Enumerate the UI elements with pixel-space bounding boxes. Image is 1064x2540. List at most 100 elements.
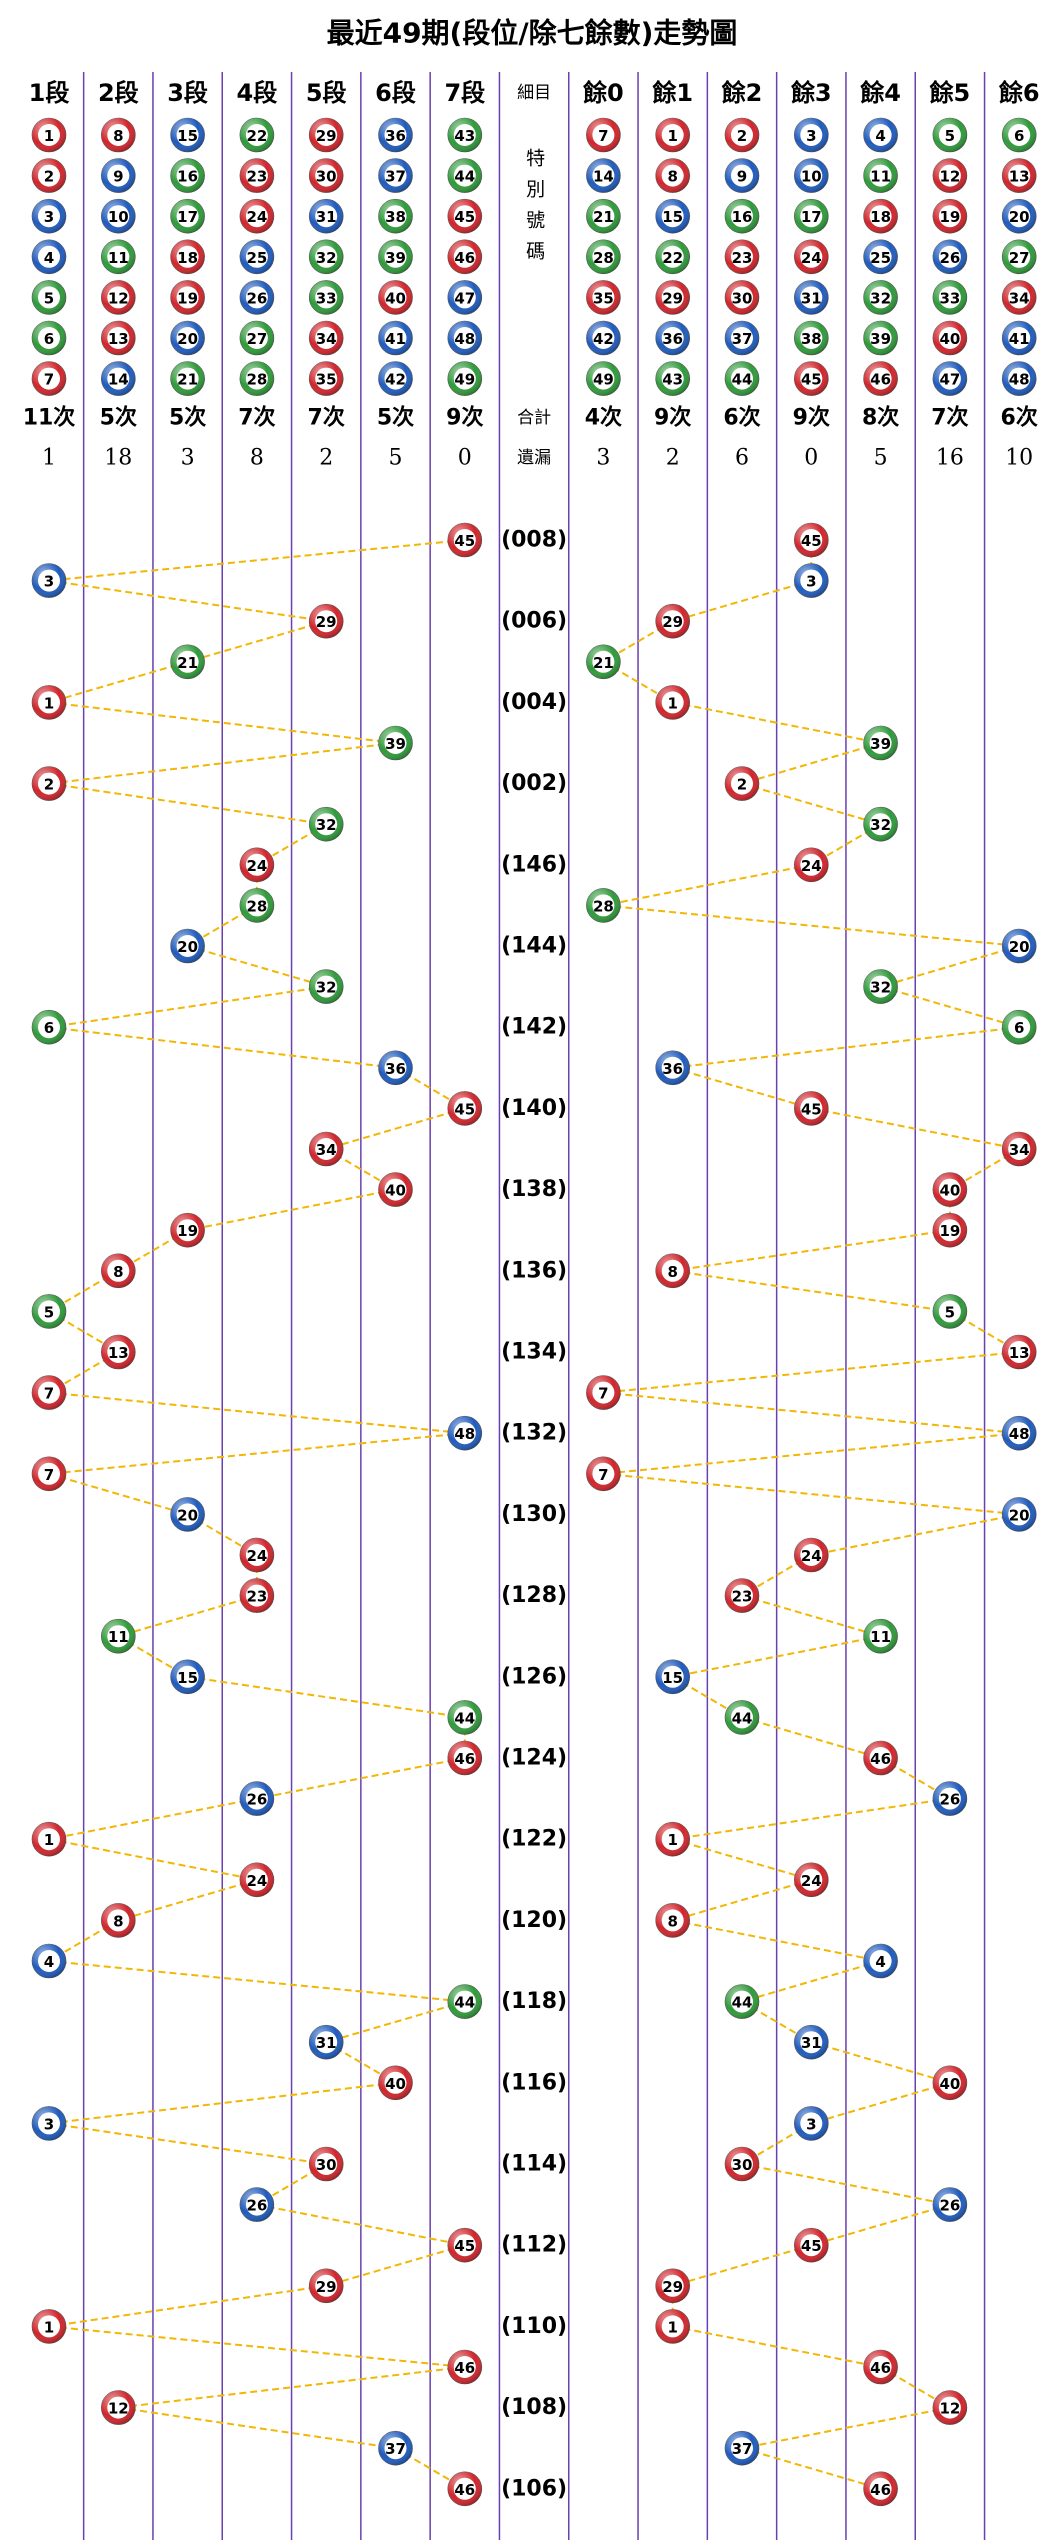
ball-number: 21 (177, 371, 198, 389)
ball: 24 (239, 847, 275, 883)
count-label: 合計 (517, 408, 551, 428)
ball: 29 (655, 2268, 691, 2304)
period-label: (144) (501, 934, 567, 959)
ball: 37 (724, 2430, 760, 2466)
ball-center (731, 772, 753, 795)
ball-number: 45 (454, 208, 475, 226)
ball: 35 (308, 361, 344, 396)
ball-number: 42 (593, 330, 614, 348)
trend-line (48, 1472, 188, 1516)
ball-number: 37 (732, 330, 753, 348)
ball: 6 (1001, 117, 1037, 153)
ball-number: 2 (737, 776, 747, 794)
ball-center (315, 124, 338, 146)
ball-center (661, 610, 684, 633)
ball-center (245, 1584, 268, 1607)
ball-center (800, 164, 823, 187)
ball-center (1008, 124, 1031, 146)
ball: 22 (655, 239, 691, 275)
ball-center (661, 1259, 684, 1282)
ball-number: 7 (598, 127, 608, 145)
period-label: (132) (501, 1421, 567, 1446)
hit-count: 6次 (723, 405, 760, 431)
trend-line (48, 2284, 327, 2328)
ball-number: 22 (246, 127, 267, 145)
ball-number: 1 (667, 694, 677, 712)
ball-center (661, 2315, 684, 2338)
ball-number: 5 (945, 127, 955, 145)
ball-center (453, 529, 476, 551)
trend-line (672, 1919, 881, 1962)
ball-center (176, 327, 199, 349)
ball-number: 43 (662, 371, 683, 389)
ball-center (800, 2112, 823, 2135)
ball: 41 (378, 320, 413, 356)
ball: 1 (31, 2309, 67, 2344)
ball: 9 (101, 158, 136, 193)
ball: 20 (170, 1497, 205, 1532)
ball: 24 (239, 198, 275, 234)
ball-number: 17 (801, 208, 822, 226)
ball-center (107, 2396, 130, 2419)
ball: 3 (793, 563, 829, 598)
column-header: 4段 (237, 79, 278, 107)
ball: 48 (447, 1415, 483, 1451)
ball-center (315, 205, 338, 228)
ball: 13 (101, 320, 136, 356)
ball-center (453, 327, 476, 349)
ball-center (245, 245, 268, 268)
ball-number: 46 (870, 371, 891, 389)
trend-line (118, 2366, 465, 2409)
ball-number: 26 (939, 249, 960, 267)
ball-number: 24 (246, 1547, 267, 1565)
ball: 7 (586, 117, 621, 153)
ball: 24 (793, 847, 829, 883)
period-label: (116) (501, 2070, 567, 2095)
hit-count: 7次 (238, 405, 275, 431)
ball: 36 (378, 1050, 413, 1086)
ball: 7 (31, 1456, 67, 1492)
period-label: (124) (501, 1746, 567, 1771)
ball: 19 (932, 198, 968, 234)
ball-center (107, 1625, 130, 1648)
ball: 19 (170, 1212, 205, 1248)
ball: 11 (101, 239, 136, 275)
ball: 19 (932, 1212, 968, 1248)
trend-line (48, 1026, 396, 1069)
ball-center (245, 1787, 268, 1810)
period-label: (006) (501, 609, 567, 634)
ball-number: 34 (316, 1141, 337, 1159)
ball-center (869, 732, 892, 754)
ball-number: 42 (385, 371, 406, 389)
ball-center (1008, 367, 1031, 390)
ball-center (38, 1462, 60, 1485)
ball-number: 38 (385, 208, 406, 226)
ball-number: 44 (454, 168, 475, 186)
ball-number: 8 (113, 1263, 123, 1281)
ball-center (38, 1016, 60, 1039)
ball-number: 11 (108, 249, 129, 267)
trend-line (118, 2406, 396, 2450)
ball-center (869, 2477, 892, 2500)
trend-line (48, 742, 396, 785)
period-label: (112) (501, 2233, 567, 2258)
ball-number: 31 (801, 289, 822, 307)
ball-number: 13 (108, 330, 129, 348)
trend-line (811, 2041, 951, 2084)
ball-center (176, 367, 199, 390)
ball: 2 (724, 117, 760, 153)
ball-center (869, 164, 892, 187)
ball-center (731, 1706, 753, 1729)
ball-number: 9 (737, 168, 747, 186)
ball: 1 (655, 685, 691, 720)
ball-center (315, 367, 338, 390)
ball-number: 40 (385, 2075, 406, 2093)
ball-number: 21 (177, 654, 198, 672)
ball-center (869, 245, 892, 268)
ball-number: 37 (732, 2440, 753, 2458)
ball-number: 17 (177, 208, 198, 226)
ball-center (1008, 1503, 1031, 1526)
ball-number: 21 (593, 654, 614, 672)
hit-count: 11次 (23, 405, 76, 431)
